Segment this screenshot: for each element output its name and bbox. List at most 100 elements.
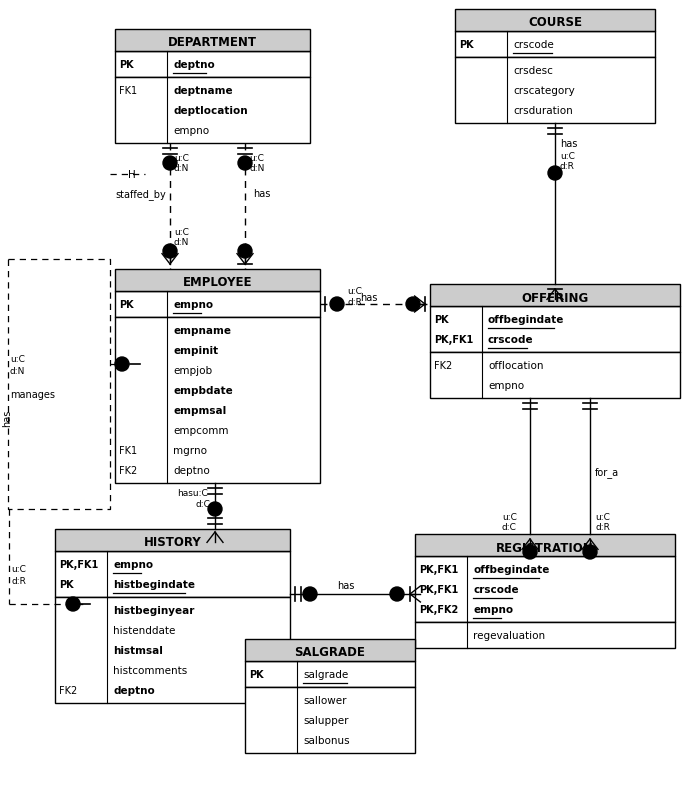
Text: manages: manages (10, 390, 55, 399)
Text: d:C: d:C (502, 522, 517, 532)
Text: FK1: FK1 (119, 445, 137, 456)
Text: empjob: empjob (173, 366, 212, 375)
Bar (455, 58, 655, 124)
Text: PK,FK1: PK,FK1 (434, 334, 473, 345)
Text: empbdate: empbdate (173, 386, 233, 395)
Text: histcomments: histcomments (113, 665, 187, 675)
Text: empno: empno (173, 126, 209, 136)
Text: u:C: u:C (595, 512, 610, 521)
Circle shape (115, 358, 129, 371)
Text: has: has (560, 139, 578, 149)
Text: has: has (337, 581, 355, 590)
Text: hasu:C: hasu:C (177, 488, 208, 497)
Text: FK2: FK2 (119, 465, 137, 476)
Text: PK,FK1: PK,FK1 (59, 559, 98, 569)
Bar (115, 78, 310, 144)
Text: crscode: crscode (488, 334, 533, 345)
Text: empno: empno (488, 380, 524, 391)
Text: u:C: u:C (502, 512, 517, 521)
Circle shape (66, 597, 80, 611)
Circle shape (238, 157, 252, 171)
Circle shape (163, 245, 177, 259)
Text: deptno: deptno (113, 685, 155, 695)
Text: offbegindate: offbegindate (473, 565, 549, 574)
Bar (55, 529, 290, 551)
Text: d:N: d:N (174, 164, 189, 172)
Text: empinit: empinit (173, 346, 218, 355)
Text: histenddate: histenddate (113, 626, 175, 635)
Text: deptno: deptno (173, 465, 210, 476)
Text: DEPARTMENT: DEPARTMENT (168, 36, 257, 50)
Text: mgrno: mgrno (173, 445, 207, 456)
Text: crscategory: crscategory (513, 86, 575, 96)
Circle shape (163, 157, 177, 171)
Bar (430, 306, 680, 353)
Text: deptno: deptno (173, 60, 215, 70)
Text: d:N: d:N (174, 237, 189, 247)
Bar (115, 318, 320, 484)
Text: empno: empno (473, 604, 513, 614)
Text: FK1: FK1 (119, 86, 137, 96)
Text: crscode: crscode (473, 585, 519, 594)
Circle shape (303, 587, 317, 602)
Text: OFFERING: OFFERING (522, 291, 589, 304)
Bar (115, 52, 310, 78)
Text: FK2: FK2 (59, 685, 77, 695)
Text: COURSE: COURSE (528, 17, 582, 30)
Text: has: has (360, 293, 377, 302)
Text: PK,FK1: PK,FK1 (419, 565, 458, 574)
Text: H: H (128, 170, 136, 180)
Text: has: has (2, 410, 12, 427)
Text: u:C: u:C (10, 354, 25, 363)
Circle shape (330, 298, 344, 312)
Bar (245, 687, 415, 753)
Text: deptlocation: deptlocation (173, 106, 248, 115)
Bar (55, 597, 290, 703)
Text: d:N: d:N (10, 367, 26, 375)
Text: sallower: sallower (303, 695, 346, 705)
Text: PK: PK (249, 669, 264, 679)
Text: offlocation: offlocation (488, 361, 544, 371)
Text: PK,FK1: PK,FK1 (419, 585, 458, 594)
Circle shape (208, 502, 222, 516)
Text: FK2: FK2 (434, 361, 452, 371)
Text: SALGRADE: SALGRADE (295, 646, 366, 658)
Bar (430, 285, 680, 306)
Bar (115, 269, 320, 292)
Text: crsduration: crsduration (513, 106, 573, 115)
Text: salgrade: salgrade (303, 669, 348, 679)
Text: empname: empname (173, 326, 231, 335)
Text: u:C: u:C (347, 286, 362, 296)
Text: d:N: d:N (249, 164, 264, 172)
Bar (55, 551, 290, 597)
Bar (415, 622, 675, 648)
Text: u:C: u:C (11, 565, 26, 573)
Text: u:C: u:C (174, 228, 189, 237)
Bar (245, 639, 415, 661)
Circle shape (238, 245, 252, 259)
Text: REGISTRATION: REGISTRATION (496, 541, 594, 554)
Text: crscode: crscode (513, 40, 554, 50)
Text: d:R: d:R (595, 522, 610, 532)
Bar (115, 292, 320, 318)
Text: histmsal: histmsal (113, 645, 163, 655)
Bar (455, 10, 655, 32)
Text: staffed_by: staffed_by (115, 188, 166, 200)
Text: crsdesc: crsdesc (513, 66, 553, 76)
Circle shape (583, 545, 597, 559)
Text: salbonus: salbonus (303, 735, 350, 745)
Text: empmsal: empmsal (173, 406, 226, 415)
Text: PK: PK (459, 40, 473, 50)
Text: salupper: salupper (303, 715, 348, 725)
Text: empcomm: empcomm (173, 426, 228, 435)
Circle shape (548, 167, 562, 180)
Text: d:R: d:R (11, 577, 26, 585)
Circle shape (390, 587, 404, 602)
Bar (415, 534, 675, 557)
Bar (430, 353, 680, 399)
Text: EMPLOYEE: EMPLOYEE (183, 276, 253, 290)
Text: empno: empno (173, 300, 213, 310)
Text: PK: PK (119, 60, 134, 70)
Text: d:C: d:C (195, 500, 210, 508)
Text: u:C: u:C (249, 154, 264, 163)
